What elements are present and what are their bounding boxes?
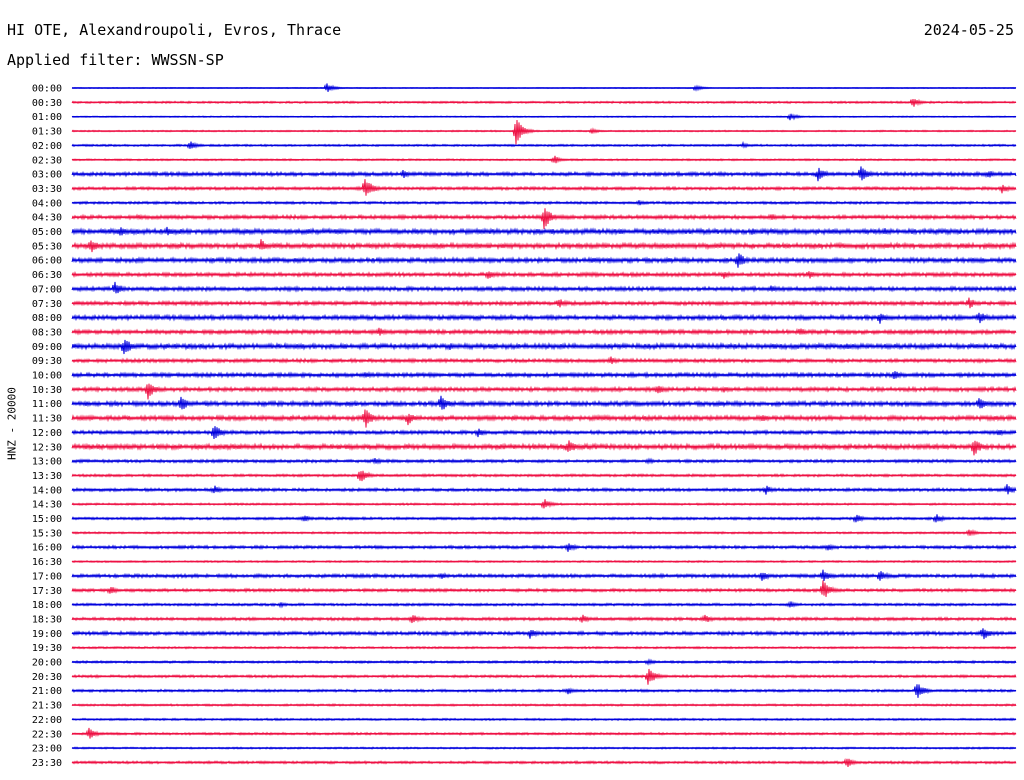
row-time-label: 03:00 [32,170,62,181]
row-time-label: 15:00 [32,514,62,525]
row-time-label: 08:00 [32,313,62,324]
row-time-label: 02:30 [32,155,62,166]
trace-line [71,440,1017,456]
row-time-label: 23:30 [32,758,62,769]
row-time-label: 20:30 [32,672,62,683]
row-time-label: 05:00 [32,227,62,238]
row-time-label: 09:30 [32,356,62,367]
row-time-label: 14:00 [32,485,62,496]
row-time-label: 18:00 [32,600,62,611]
row-time-label: 06:30 [32,270,62,281]
row-time-label: 22:00 [32,715,62,726]
trace-line [71,281,1017,294]
row-time-label: 02:00 [32,141,62,152]
row-time-label: 13:30 [32,471,62,482]
row-time-label: 17:30 [32,586,62,597]
row-time-label: 03:30 [32,184,62,195]
row-time-label: 21:00 [32,686,62,697]
row-time-label: 06:00 [32,256,62,267]
row-time-label: 14:30 [32,500,62,511]
row-time-label: 01:00 [32,112,62,123]
row-time-label: 13:00 [32,457,62,468]
row-time-label: 07:30 [32,299,62,310]
row-time-label: 18:30 [32,614,62,625]
trace-line [71,395,1017,410]
row-time-label: 11:00 [32,399,62,410]
trace-line [71,383,1017,400]
row-time-label: 19:30 [32,643,62,654]
row-time-label: 19:00 [32,629,62,640]
row-time-label: 10:00 [32,371,62,382]
row-time-label: 04:00 [32,198,62,209]
row-time-label: 23:00 [32,744,62,755]
row-time-label: 00:00 [32,84,62,95]
row-time-label: 20:00 [32,658,62,669]
trace-line [71,208,1017,230]
row-time-label: 07:00 [32,284,62,295]
trace-line [71,179,1017,196]
row-time-label: 08:30 [32,327,62,338]
row-time-label: 11:30 [32,414,62,425]
row-time-label: 15:30 [32,528,62,539]
row-time-label: 10:30 [32,385,62,396]
station-title: HI OTE, Alexandroupoli, Evros, Thrace [7,21,342,39]
row-time-label: 09:00 [32,342,62,353]
row-time-label: 17:00 [32,571,62,582]
row-time-label: 16:00 [32,543,62,554]
row-time-label: 22:30 [32,729,62,740]
row-time-label: 00:30 [32,98,62,109]
row-time-label: 12:00 [32,428,62,439]
row-time-label: 21:30 [32,701,62,712]
filter-label: Applied filter: WWSSN-SP [7,51,224,69]
trace-line [71,580,1017,597]
row-time-label: 12:30 [32,442,62,453]
row-time-label: 04:30 [32,213,62,224]
row-time-label: 16:30 [32,557,62,568]
row-time-label: 05:30 [32,241,62,252]
row-time-label: 01:30 [32,127,62,138]
date-label: 2024-05-25 [923,21,1014,39]
trace-line [71,120,1017,145]
